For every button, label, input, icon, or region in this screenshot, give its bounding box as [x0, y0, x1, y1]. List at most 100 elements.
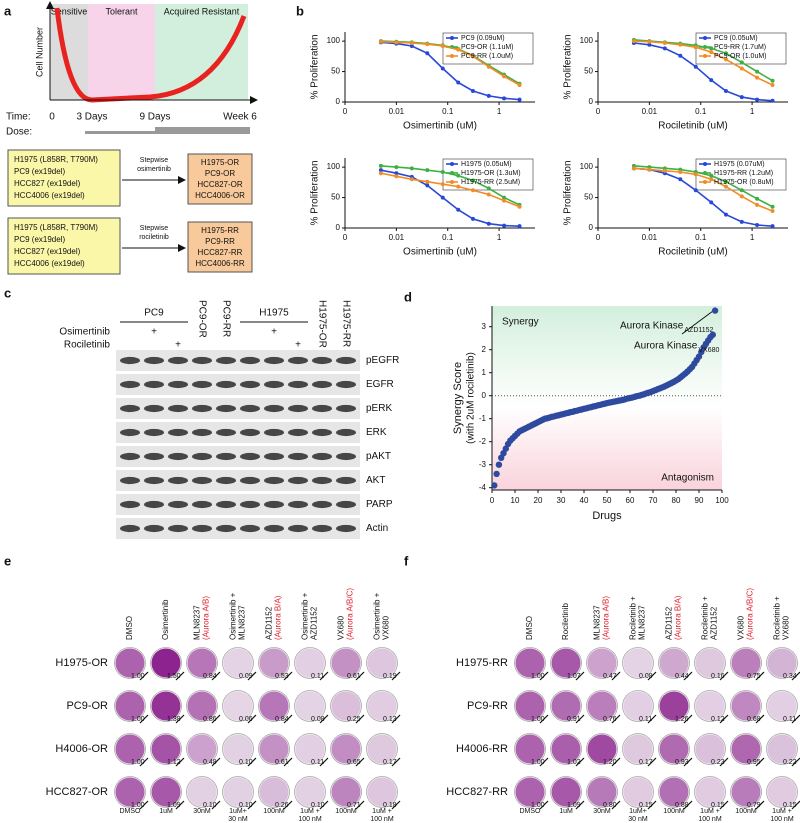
scale-slash	[791, 714, 800, 724]
data-point	[739, 194, 744, 199]
series-line	[380, 40, 520, 86]
blot-band	[312, 428, 332, 437]
step-label: Stepwise	[140, 225, 169, 232]
plate-stain	[515, 734, 545, 764]
plate-stain	[223, 648, 253, 678]
y-tick-label: 0	[336, 223, 341, 232]
scale-slash	[247, 757, 257, 767]
value-label: 0.17	[383, 759, 397, 766]
data-point	[440, 182, 445, 187]
blot-band	[312, 476, 332, 485]
value-label: 0.80	[603, 802, 617, 809]
data-point	[394, 171, 399, 176]
scale-slash	[755, 714, 765, 724]
data-point	[502, 195, 507, 200]
plate-well	[694, 647, 726, 679]
plate-well	[766, 776, 798, 808]
data-point	[470, 178, 475, 183]
plate-stain	[551, 777, 581, 807]
dose-label: 30nM	[193, 808, 211, 815]
blot-band	[144, 356, 164, 365]
plate-well	[186, 776, 218, 808]
blot-band	[120, 404, 140, 413]
value-label: 0.10	[203, 802, 217, 809]
plate-well	[658, 647, 690, 679]
blot-band	[312, 452, 332, 461]
scale-slash	[355, 757, 365, 767]
phase-region	[50, 4, 88, 100]
phase-region	[155, 4, 248, 100]
value-label: 0.44	[675, 673, 689, 680]
value-label: 0.88	[675, 802, 689, 809]
value-label: 1.00	[131, 802, 145, 809]
data-point	[723, 212, 728, 217]
region-label: Antagonism	[661, 473, 714, 484]
plate-stain	[515, 691, 545, 721]
blot-band	[312, 356, 332, 365]
value-label: 0.23	[711, 759, 725, 766]
cell-line: HCC827 (ex19del)	[14, 179, 81, 188]
column-header: DMSO	[525, 616, 534, 640]
scale-slash	[139, 671, 149, 681]
blot-band	[264, 356, 284, 365]
value-label: 1.00	[131, 673, 145, 680]
x-tick-label: 30	[557, 496, 566, 505]
blot-band	[240, 356, 260, 365]
data-point	[770, 208, 775, 213]
blot-strip	[116, 446, 360, 467]
plate-stain	[259, 648, 289, 678]
blot-strip	[116, 494, 360, 515]
y-tick-label: 0	[589, 223, 594, 232]
data-point	[378, 163, 383, 168]
annotation-leader	[681, 311, 713, 335]
scale-slash	[647, 800, 657, 810]
data-point	[723, 179, 728, 184]
blot-band	[264, 452, 284, 461]
plate-well	[222, 733, 254, 765]
blot-band	[120, 356, 140, 365]
scale-slash	[755, 671, 765, 681]
plate-well	[258, 733, 290, 765]
legend-label: H1975-RR (2.5uM)	[461, 179, 520, 186]
blot-band	[336, 500, 356, 509]
blot-band	[264, 524, 284, 533]
cell-line: HCC827 (ex19del)	[14, 247, 81, 256]
data-point	[470, 54, 475, 59]
value-label: 1.26	[675, 716, 689, 723]
plate-well	[694, 733, 726, 765]
data-point	[470, 216, 475, 221]
data-point	[517, 224, 522, 229]
legend-label: H1975-OR (0.8uM)	[714, 179, 774, 186]
dose-label: DMSO	[520, 808, 542, 815]
plate-well	[294, 647, 326, 679]
scale-slash	[355, 671, 365, 681]
step-label: rociletinib	[139, 234, 169, 241]
x-tick-label: 0	[490, 496, 495, 505]
dose-label: 1uM+	[229, 808, 247, 815]
axis-title: Synergy Score	[452, 362, 464, 434]
axis-title: Rociletinib (uM)	[658, 121, 727, 132]
plate-well	[366, 776, 398, 808]
scale-slash	[539, 714, 549, 724]
value-label: 0.91	[567, 716, 581, 723]
plate-well	[622, 733, 654, 765]
scale-slash	[791, 671, 800, 681]
value-label: 0.15	[783, 802, 797, 809]
value-label: 0.11	[783, 716, 796, 723]
x-tick-label: 0.01	[642, 233, 658, 242]
axis-title: % Proliferation	[310, 160, 321, 225]
plate-stain	[731, 777, 761, 807]
data-point	[486, 93, 491, 98]
data-point	[456, 207, 461, 212]
blot-band	[144, 404, 164, 413]
scale-slash	[575, 714, 585, 724]
blot-band	[144, 380, 164, 389]
blot-band	[240, 428, 260, 437]
scale-slash	[391, 671, 401, 681]
scale-slash	[611, 714, 621, 724]
y-tick-label: 0	[482, 391, 487, 400]
series-line	[633, 42, 773, 102]
scale-slash	[139, 800, 149, 810]
scale-slash	[355, 800, 365, 810]
dose-bar	[155, 127, 250, 134]
